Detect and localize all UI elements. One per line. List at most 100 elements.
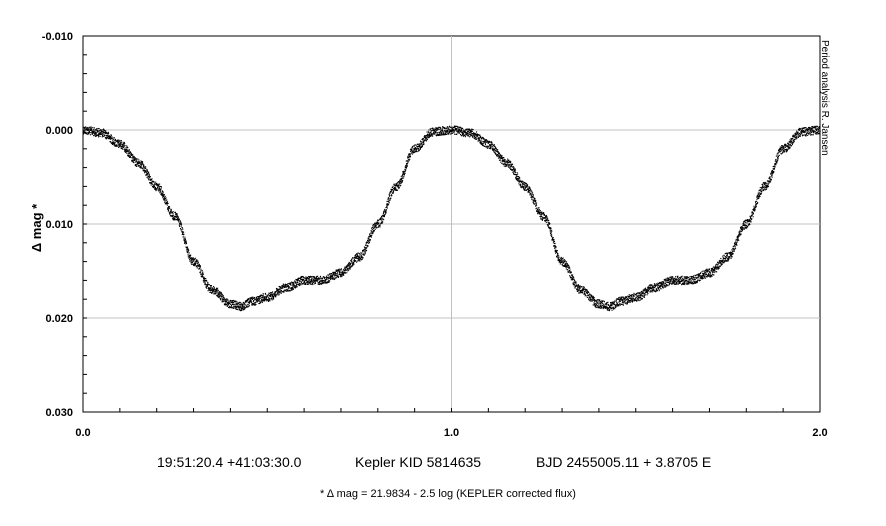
data-point (611, 309, 613, 311)
data-point (616, 304, 618, 306)
data-point (514, 169, 517, 171)
data-point (365, 247, 367, 249)
data-point (379, 224, 381, 226)
data-point (494, 148, 496, 151)
data-point (386, 203, 388, 205)
data-point (270, 295, 272, 297)
data-point (107, 136, 109, 138)
data-point (480, 140, 482, 143)
data-point (691, 282, 693, 285)
data-point (658, 285, 660, 287)
data-point (129, 156, 131, 158)
data-point (520, 184, 522, 186)
data-point (205, 279, 208, 281)
data-point (727, 257, 729, 259)
data-point (172, 211, 174, 213)
data-point (688, 283, 690, 285)
data-point (650, 285, 652, 287)
data-point (219, 295, 221, 297)
data-point (578, 292, 580, 294)
data-point (202, 273, 204, 275)
data-point (309, 282, 311, 285)
data-point (494, 151, 496, 154)
data-point (638, 293, 640, 295)
data-point (310, 283, 313, 285)
data-point (267, 294, 269, 296)
data-point (627, 301, 629, 304)
data-point (486, 146, 488, 148)
data-point (313, 276, 315, 278)
data-point (96, 128, 98, 130)
data-point (535, 203, 537, 205)
data-point (386, 207, 388, 209)
data-point (377, 226, 379, 228)
data-point (547, 217, 549, 219)
data-point (612, 301, 614, 303)
data-point (698, 273, 700, 275)
data-point (708, 270, 710, 272)
data-point (148, 179, 150, 181)
data-point (123, 144, 125, 146)
data-point (730, 252, 732, 254)
data-point (359, 253, 361, 255)
data-point (483, 138, 485, 140)
data-point (565, 262, 567, 264)
data-point (134, 159, 136, 162)
data-point (677, 281, 679, 283)
data-point (681, 275, 683, 277)
data-point (234, 301, 236, 303)
data-point (380, 217, 382, 219)
data-point (620, 303, 622, 305)
data-point (350, 266, 352, 268)
data-point (518, 177, 520, 180)
data-point (652, 285, 654, 287)
data-point (320, 278, 322, 280)
data-point (601, 300, 603, 302)
data-point (332, 273, 334, 275)
data-point (521, 180, 523, 182)
data-point (451, 130, 453, 132)
data-point (95, 134, 97, 136)
data-point (541, 213, 543, 215)
data-point (426, 134, 428, 136)
data-point (319, 277, 321, 279)
data-point (213, 285, 215, 288)
data-point (276, 289, 278, 291)
data-point (464, 134, 466, 136)
data-point (321, 277, 323, 279)
data-point (166, 199, 168, 201)
data-point (304, 278, 306, 280)
data-point (104, 131, 106, 134)
data-point (440, 127, 442, 129)
data-point (179, 228, 181, 230)
data-point (287, 283, 289, 285)
data-point (581, 286, 583, 288)
data-point (557, 252, 559, 254)
data-point (351, 265, 353, 267)
data-point (451, 129, 453, 131)
data-point (90, 132, 92, 134)
data-point (663, 286, 665, 288)
data-point (643, 295, 645, 297)
data-point (357, 255, 359, 257)
data-point (411, 151, 413, 153)
data-point (432, 133, 434, 135)
data-point (516, 179, 518, 181)
data-point (258, 303, 260, 305)
data-point (242, 301, 244, 303)
data-point (683, 283, 685, 285)
data-point (389, 191, 392, 193)
data-point (669, 281, 671, 283)
data-point (529, 190, 531, 192)
data-point (324, 281, 326, 283)
data-point (232, 307, 234, 309)
data-point (136, 158, 138, 160)
data-point (237, 305, 239, 307)
data-point (275, 294, 277, 296)
data-point (338, 270, 340, 272)
data-point (213, 287, 215, 289)
data-point (640, 291, 642, 293)
data-point (636, 300, 638, 302)
data-point (460, 126, 462, 129)
data-point (393, 187, 395, 189)
